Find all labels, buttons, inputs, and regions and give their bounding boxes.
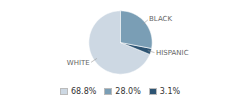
svg-text:BLACK: BLACK [149, 15, 172, 23]
svg-text:WHITE: WHITE [67, 59, 90, 67]
html-text:28.0%: 28.0% [115, 86, 141, 96]
html-text:3.1%: 3.1% [159, 86, 181, 96]
html-text:68.8%: 68.8% [70, 86, 97, 96]
svg-text:HISPANIC: HISPANIC [156, 49, 189, 57]
